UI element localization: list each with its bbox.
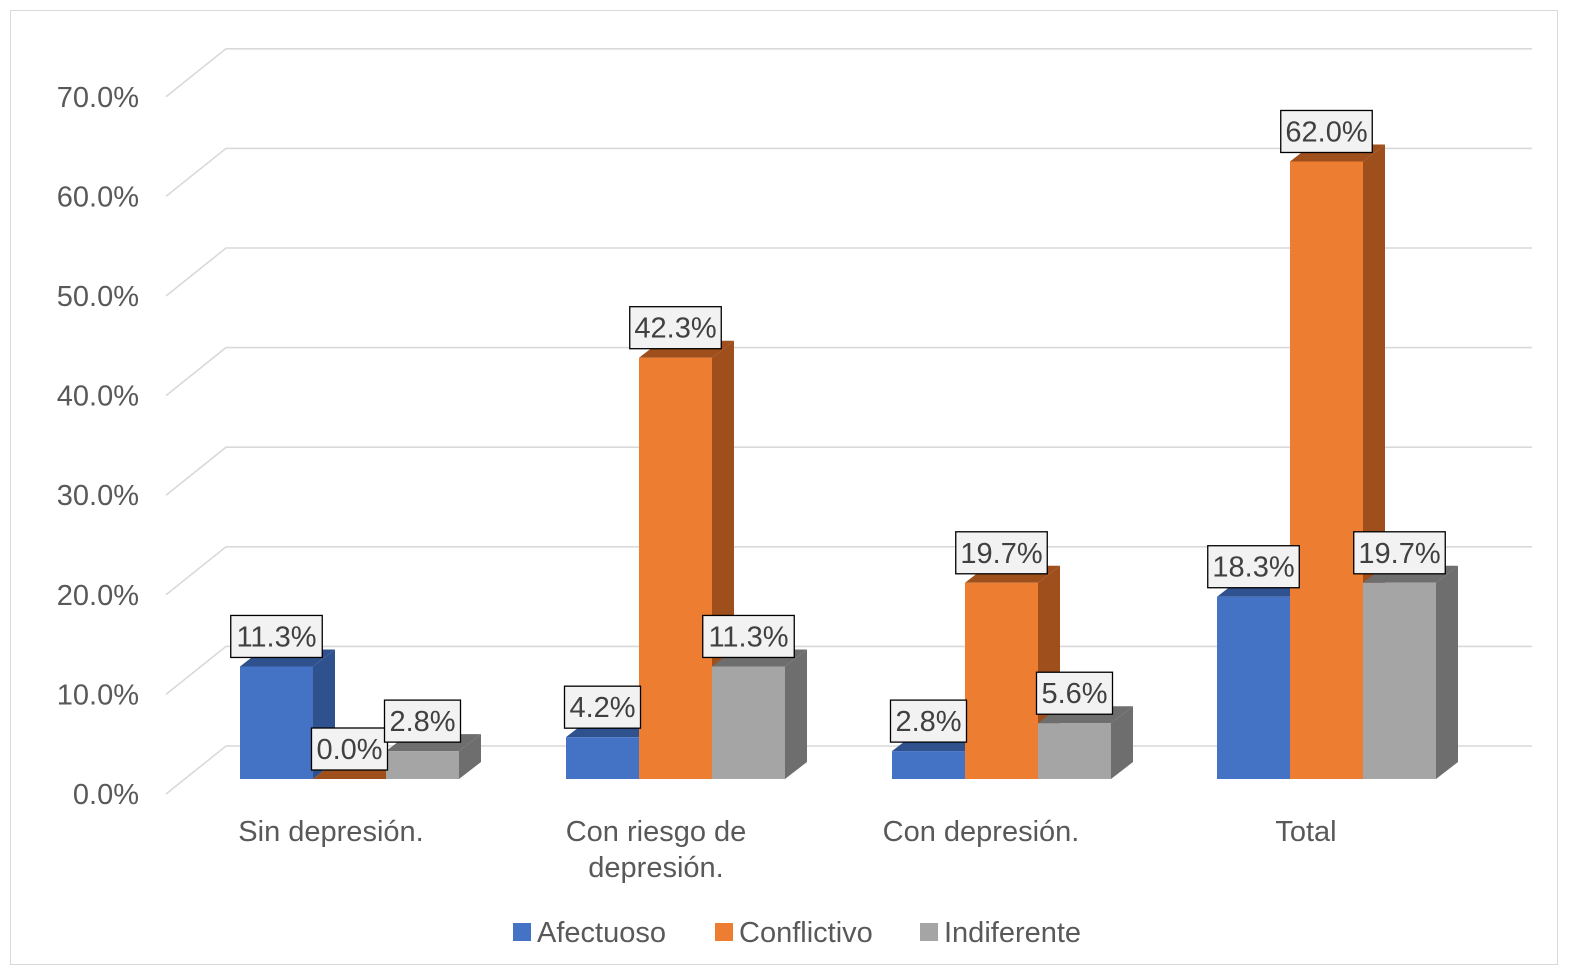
bar-conflictivo-1 bbox=[639, 340, 734, 779]
y-tick-label: 0.0% bbox=[73, 779, 139, 811]
data-label: 0.0% bbox=[310, 727, 389, 771]
data-label-box bbox=[310, 727, 389, 771]
legend-label: Conflictivo bbox=[739, 917, 873, 949]
data-label: 19.7% bbox=[955, 531, 1048, 575]
bar-front bbox=[892, 751, 965, 779]
legend-swatch bbox=[513, 923, 531, 941]
bar-front bbox=[566, 737, 639, 779]
bar-chart: 0.0%10.0%20.0%30.0%40.0%50.0%60.0%70.0% … bbox=[57, 47, 1532, 949]
bar-front bbox=[1363, 582, 1436, 779]
x-tick-label: Con depresión. bbox=[883, 816, 1080, 848]
data-label-text: 0.0% bbox=[316, 734, 382, 766]
data-label-box bbox=[1353, 531, 1446, 575]
legend-item-afectuoso: Afectuoso bbox=[513, 917, 666, 949]
data-label-box bbox=[1280, 109, 1373, 154]
data-label-text: 5.6% bbox=[1041, 678, 1107, 710]
legend-item-indiferente: Indiferente bbox=[920, 917, 1081, 949]
data-label-box bbox=[1035, 671, 1114, 715]
gridline bbox=[165, 446, 1532, 496]
y-tick-label: 40.0% bbox=[57, 381, 139, 413]
data-label: 19.7% bbox=[1353, 531, 1446, 575]
data-label-text: 4.2% bbox=[569, 692, 635, 724]
data-label-box bbox=[383, 699, 462, 743]
bar-front bbox=[965, 582, 1038, 779]
gridlines bbox=[165, 47, 1532, 795]
gridline bbox=[165, 247, 1532, 297]
legend-label: Indiferente bbox=[944, 917, 1081, 949]
data-label-text: 19.7% bbox=[960, 538, 1042, 570]
data-label-text: 2.8% bbox=[389, 706, 455, 738]
gridline bbox=[165, 47, 1532, 98]
x-tick-label: Con riesgo de depresión. bbox=[566, 816, 747, 884]
legend-swatch bbox=[715, 923, 733, 941]
x-axis-ticks: Sin depresión. Con riesgo de depresión. Con… bbox=[238, 816, 1336, 884]
data-label: 5.6% bbox=[1035, 671, 1114, 715]
data-label: 42.3% bbox=[629, 306, 722, 350]
data-label: 4.2% bbox=[563, 685, 642, 729]
data-label-text: 11.3% bbox=[708, 621, 788, 653]
bar-side bbox=[1111, 706, 1133, 779]
data-labels: 11.3% 4.2% 2.8% 18.3% 0.0% 42.3% 19.7% 62.0% 2.8… bbox=[230, 109, 1446, 771]
data-label-box bbox=[230, 614, 323, 659]
legend-swatch bbox=[920, 923, 938, 941]
bar-front bbox=[712, 666, 785, 779]
bar-indiferente-2 bbox=[1038, 706, 1133, 779]
data-label-text: 62.0% bbox=[1285, 116, 1367, 148]
y-axis-ticks: 0.0% 10.0% 20.0% 30.0% 40.0% 50.0% 60.0% 70.0% bbox=[57, 82, 139, 811]
data-label: 11.3% bbox=[230, 614, 323, 659]
data-label: 11.3% bbox=[702, 614, 795, 659]
bars bbox=[240, 144, 1458, 780]
bar-front bbox=[240, 666, 313, 779]
bar-indiferente-1 bbox=[712, 649, 807, 779]
gridline bbox=[165, 645, 1532, 696]
bar-front bbox=[639, 357, 712, 779]
data-label-box bbox=[955, 531, 1048, 575]
gridline bbox=[165, 545, 1532, 596]
data-label-box bbox=[563, 685, 642, 729]
y-tick-label: 30.0% bbox=[57, 480, 139, 512]
bar-indiferente-3 bbox=[1363, 565, 1458, 779]
bar-side bbox=[459, 734, 481, 779]
bar-front bbox=[1038, 723, 1111, 779]
data-label: 2.8% bbox=[383, 699, 462, 743]
data-label-box bbox=[1207, 545, 1300, 589]
chart-frame: 0.0% 10.0% 20.0% 30.0% 40.0% 50.0% 60.0% 70.0% … bbox=[10, 10, 1558, 965]
data-label-text: 42.3% bbox=[634, 313, 716, 345]
data-label-text: 18.3% bbox=[1212, 552, 1294, 584]
data-label-text: 19.7% bbox=[1358, 538, 1440, 570]
bar-front bbox=[1290, 161, 1363, 780]
y-tick-label: 20.0% bbox=[57, 580, 139, 612]
data-label: 2.8% bbox=[889, 699, 968, 743]
y-tick-label: 50.0% bbox=[57, 281, 139, 313]
bar-front bbox=[386, 751, 459, 779]
y-tick-label: 60.0% bbox=[57, 181, 139, 213]
x-tick-label: Total bbox=[1275, 816, 1336, 848]
gridline bbox=[165, 346, 1532, 397]
y-tick-label: 70.0% bbox=[57, 82, 139, 114]
legend: Afectuoso Conflictivo Indiferente bbox=[513, 917, 1081, 949]
data-label-box bbox=[629, 306, 722, 350]
y-tick-label: 10.0% bbox=[57, 679, 139, 711]
bar-side bbox=[785, 649, 807, 779]
gridline bbox=[165, 147, 1532, 198]
legend-item-conflictivo: Conflictivo bbox=[715, 917, 873, 949]
data-label-text: 11.3% bbox=[236, 621, 316, 653]
x-tick-label: Sin depresión. bbox=[238, 816, 423, 848]
legend-label: Afectuoso bbox=[537, 917, 666, 949]
bar-side bbox=[1436, 565, 1458, 779]
data-label: 62.0% bbox=[1280, 109, 1373, 154]
data-label-text: 2.8% bbox=[895, 706, 961, 738]
data-label-box bbox=[889, 699, 968, 743]
data-label: 18.3% bbox=[1207, 545, 1300, 589]
data-label-box bbox=[702, 614, 795, 659]
bar-front bbox=[1217, 596, 1290, 779]
